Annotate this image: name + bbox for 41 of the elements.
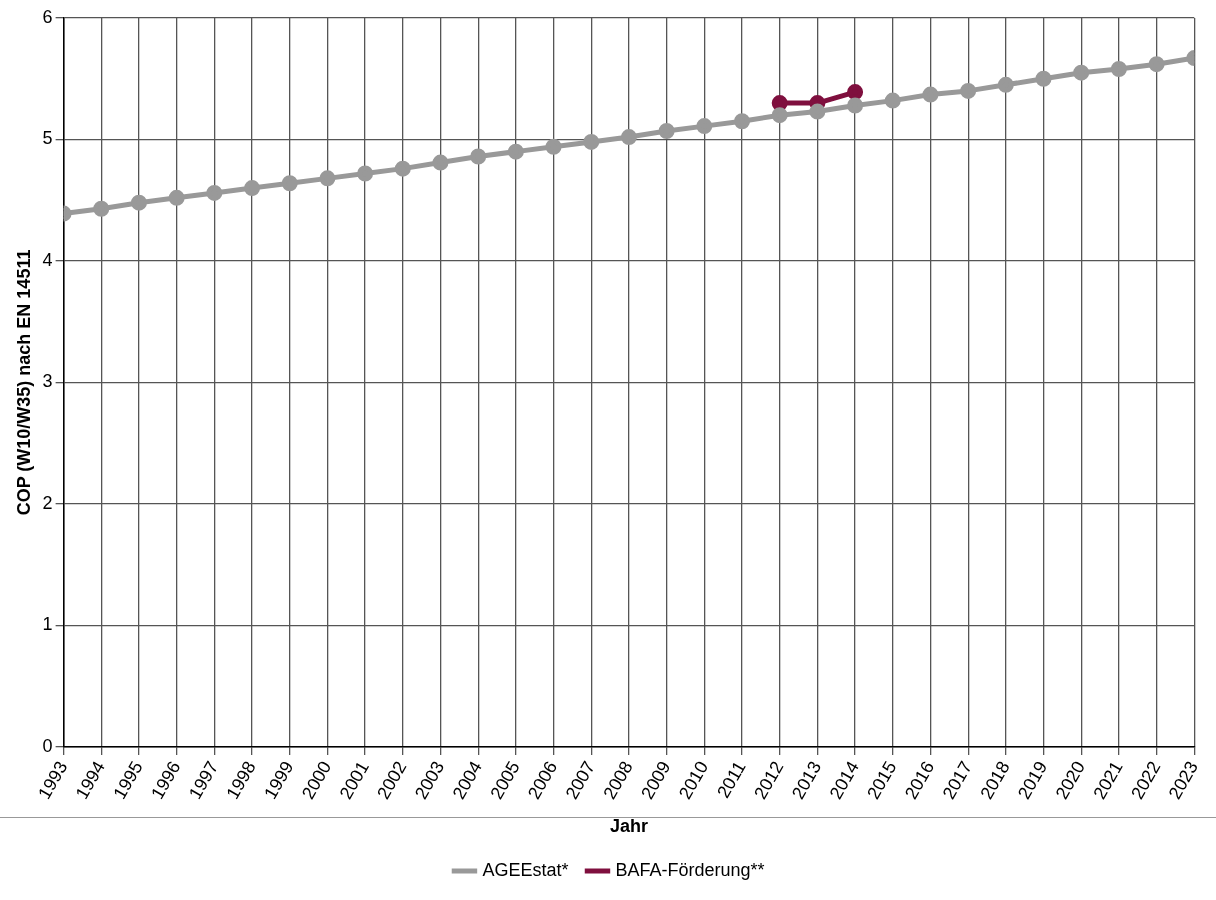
y-tick-label: 0 <box>42 735 53 756</box>
point <box>847 97 864 114</box>
point <box>130 194 147 211</box>
point <box>658 122 675 139</box>
point <box>93 200 110 217</box>
point <box>357 165 374 182</box>
point <box>620 129 637 146</box>
y-tick-label: 4 <box>42 249 53 270</box>
point <box>1148 56 1165 73</box>
point <box>583 133 600 150</box>
point <box>168 189 185 206</box>
y-tick-label: 6 <box>42 6 53 27</box>
y-tick-label: 5 <box>42 128 53 149</box>
point <box>244 180 261 197</box>
point <box>884 92 901 109</box>
point <box>432 154 449 171</box>
point <box>1073 64 1090 81</box>
point <box>281 175 298 192</box>
point <box>1035 70 1052 87</box>
legend-label: AGEEstat* <box>482 859 569 880</box>
point <box>1110 61 1127 78</box>
point <box>734 113 751 130</box>
point <box>809 103 826 120</box>
y-tick-label: 1 <box>42 614 53 635</box>
point <box>206 184 223 201</box>
point <box>470 148 487 165</box>
legend-label: BAFA-Förderung** <box>615 859 765 880</box>
point <box>507 143 524 160</box>
point <box>997 76 1014 93</box>
point <box>696 118 713 135</box>
point <box>394 160 411 177</box>
point <box>545 138 562 155</box>
point <box>960 82 977 99</box>
y-axis-title: COP (W10/W35) nach EN 14511 <box>13 249 34 516</box>
point <box>319 170 336 187</box>
x-axis-title: Jahr <box>609 816 648 837</box>
y-tick-label: 3 <box>42 371 53 392</box>
y-tick-label: 2 <box>42 492 53 513</box>
point <box>847 84 864 101</box>
point <box>771 107 788 124</box>
point <box>922 86 939 103</box>
